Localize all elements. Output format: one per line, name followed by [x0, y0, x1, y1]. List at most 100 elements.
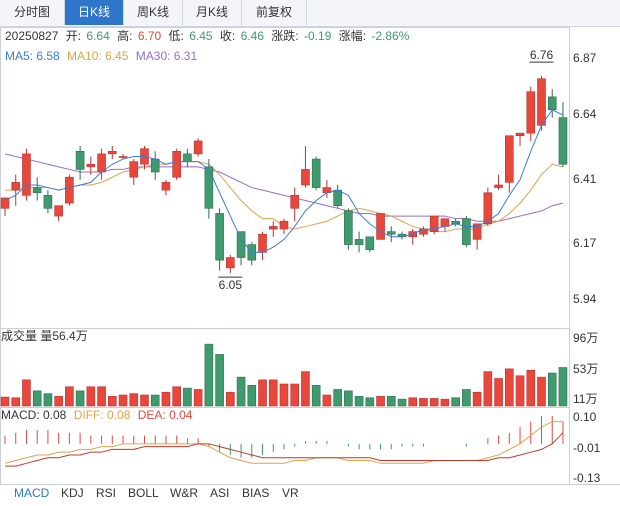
tab-wr[interactable]: W&R	[170, 486, 198, 500]
info-pct-label: 涨幅:	[339, 28, 366, 43]
candle-body	[526, 91, 536, 134]
candle-body	[97, 153, 106, 173]
info-date: 20250827	[5, 29, 59, 43]
tab-monthly-k[interactable]: 月K线	[183, 0, 242, 25]
candle-body	[54, 205, 63, 217]
macd-axis-label: 0.10	[573, 410, 597, 424]
tab-rsi[interactable]: RSI	[96, 486, 117, 500]
tab-kdj[interactable]: KDJ	[61, 486, 84, 500]
tab-asi[interactable]: ASI	[210, 486, 230, 500]
volume-bar	[22, 379, 31, 407]
candle-body	[558, 117, 568, 165]
tab-macd[interactable]: MACD	[14, 486, 50, 500]
ma-legend: MA5: 6.58 MA10: 6.45 MA30: 6.31	[5, 49, 197, 63]
volume-legend: 成交量 量56.4万	[1, 328, 88, 343]
volume-bar	[483, 371, 493, 407]
volume-bar	[247, 385, 257, 407]
volume-bar	[494, 378, 503, 407]
volume-bar	[75, 390, 85, 407]
tab-vr[interactable]: VR	[282, 486, 299, 500]
tab-bias[interactable]: BIAS	[242, 486, 270, 500]
volume-bar	[462, 389, 471, 407]
ma30-legend: MA30: 6.31	[136, 49, 198, 63]
max-price-label: 6.76	[530, 48, 554, 62]
macd-lines-group	[4, 421, 564, 467]
volume-axis-label: 11万	[573, 392, 597, 406]
volume-bar	[505, 368, 514, 407]
volume-bar	[515, 375, 525, 407]
candle-body	[344, 210, 353, 245]
volume-bar	[311, 385, 321, 407]
candle-body	[22, 153, 31, 196]
info-open-label: 开:	[66, 29, 81, 43]
candle-body	[419, 228, 428, 235]
volume-bar	[408, 397, 418, 407]
volume-bar	[397, 398, 407, 407]
candle-body	[32, 187, 42, 194]
candle-body	[279, 220, 289, 230]
volume-bar	[226, 391, 235, 407]
volume-bar	[333, 389, 342, 407]
volume-bar	[451, 397, 460, 407]
candle-body	[311, 158, 321, 188]
price-axis-label: 6.64	[573, 107, 597, 121]
macd-legend-macd: MACD: 0.08	[1, 408, 67, 422]
candle-body	[75, 150, 85, 170]
info-change-label: 涨跌:	[271, 28, 298, 43]
volume-bar	[183, 387, 192, 407]
volume-bar	[526, 369, 536, 407]
tab-weekly-k[interactable]: 周K线	[124, 0, 183, 25]
macd-axis-label: -0.01	[573, 441, 601, 455]
candle-body	[204, 166, 214, 209]
volume-bar	[547, 372, 557, 407]
candle-body	[505, 135, 514, 183]
volume-bar-group	[0, 343, 568, 407]
candle-body	[11, 182, 21, 191]
info-high: 6.70	[138, 29, 162, 43]
candlestick-group	[0, 76, 568, 274]
volume-bar	[236, 376, 246, 407]
diff-line	[4, 421, 563, 464]
price-panel-frame	[0, 27, 570, 329]
candle-body	[150, 158, 160, 173]
candle-body	[172, 150, 181, 178]
ma5-legend: MA5: 6.58	[5, 49, 60, 63]
candle-body	[386, 231, 396, 235]
candle-body	[537, 78, 546, 126]
volume-bar	[537, 376, 546, 407]
tab-forward-adjusted[interactable]: 前复权	[242, 0, 307, 25]
candle-body	[515, 132, 525, 137]
candle-body	[108, 150, 117, 155]
volume-axis-label: 96万	[573, 331, 598, 345]
candle-body	[65, 176, 74, 204]
ma10-legend: MA10: 6.45	[67, 49, 129, 63]
candle-body	[43, 195, 53, 209]
volume-bar	[161, 391, 171, 407]
price-axis-label: 5.94	[573, 292, 597, 306]
volume-bar	[440, 398, 450, 407]
info-high-label: 高:	[117, 28, 132, 43]
volume-bar	[204, 343, 214, 407]
volume-bar	[258, 379, 267, 407]
candle-body	[462, 218, 471, 245]
candle-body	[236, 231, 246, 258]
volume-bar	[301, 371, 310, 407]
candle-body	[129, 161, 139, 178]
tab-daily-k[interactable]: 日K线	[65, 0, 124, 25]
volume-bar	[54, 396, 63, 407]
candle-body	[193, 140, 203, 155]
volume-bar	[140, 394, 149, 407]
candle-body	[226, 257, 235, 269]
tab-boll[interactable]: BOLL	[128, 486, 159, 500]
info-change: -0.19	[304, 29, 332, 43]
volume-bar	[376, 396, 385, 407]
stock-chart[interactable]: 20250827 开: 6.64 高: 6.70 低: 6.45 收: 6.46…	[0, 27, 620, 506]
volume-bar	[279, 383, 289, 407]
volume-bar	[129, 393, 139, 407]
macd-legend-diff: DIFF: 0.08	[74, 408, 131, 422]
volume-bar	[97, 386, 106, 407]
info-close-label: 收:	[220, 29, 235, 43]
info-low-label: 低:	[169, 29, 184, 43]
tab-intraday[interactable]: 分时图	[0, 0, 65, 25]
candle-body	[161, 182, 171, 191]
